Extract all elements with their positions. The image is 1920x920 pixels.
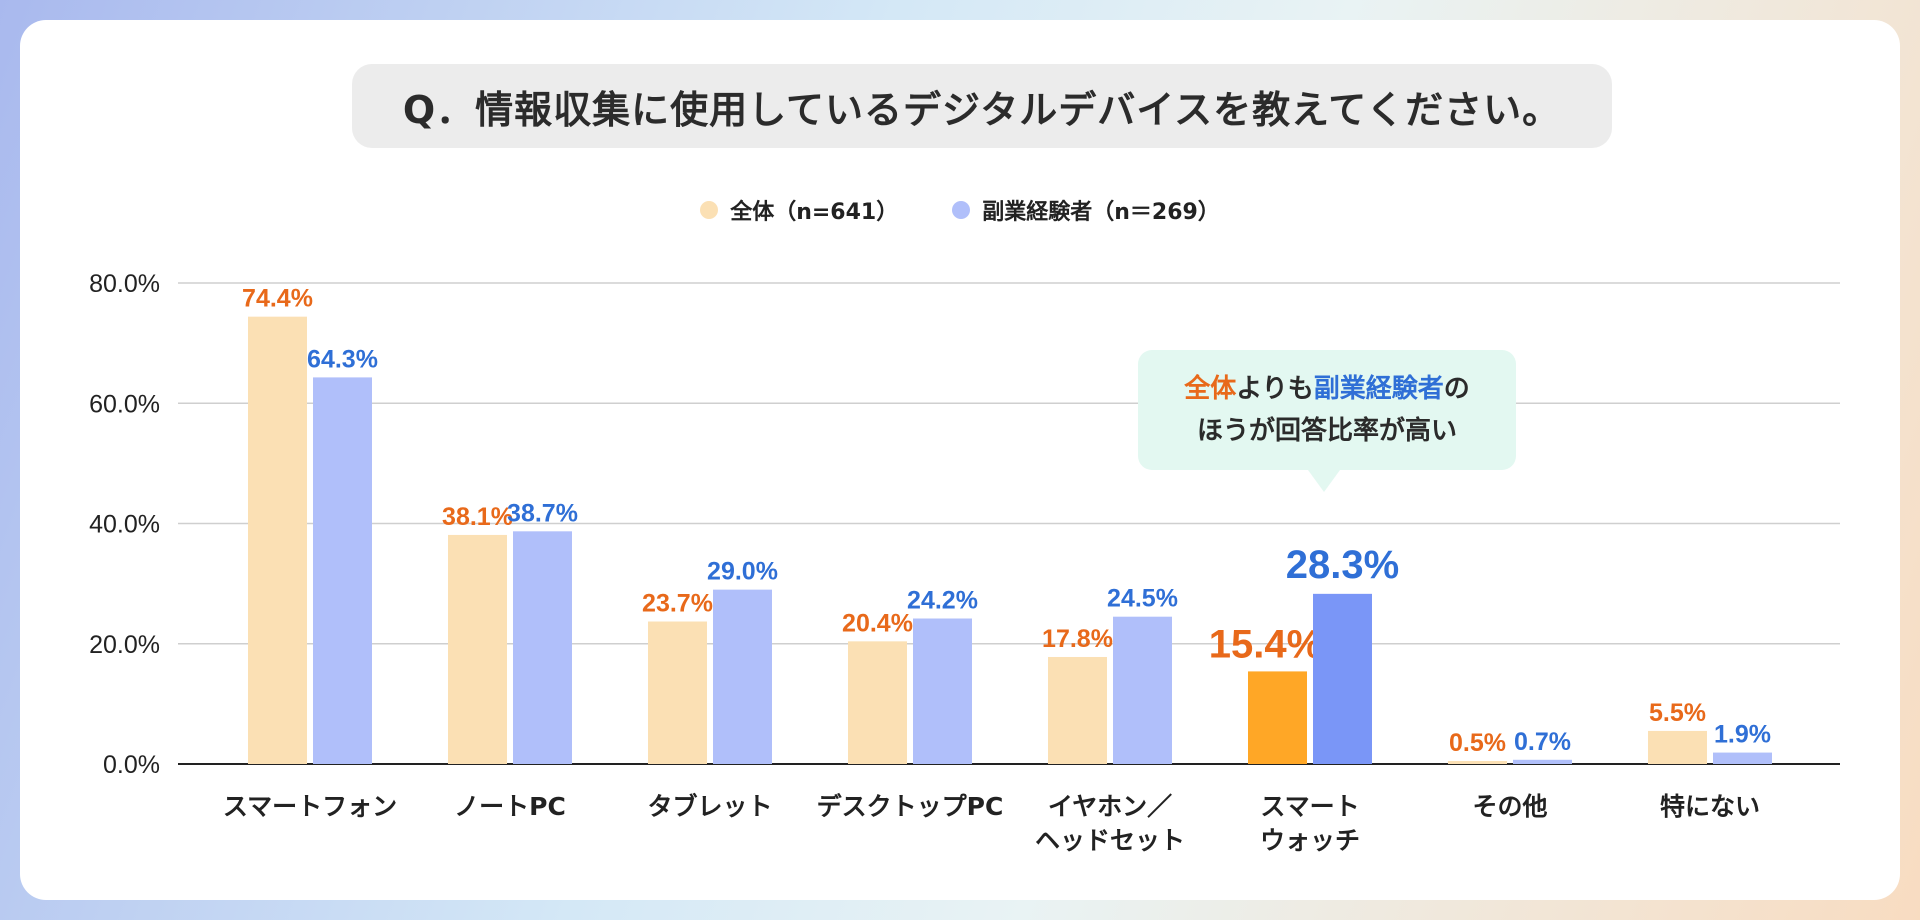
- bar-side-job: [1313, 593, 1372, 764]
- data-label-overall: 38.1%: [442, 503, 513, 531]
- x-tick-label: スマートフォン: [223, 792, 397, 821]
- bar-overall: [448, 534, 507, 764]
- bar-side-job: [713, 589, 772, 764]
- bar-side-job: [513, 531, 572, 764]
- legend-dot-side-job-icon: [952, 201, 971, 219]
- data-label-side-job: 1.9%: [1714, 721, 1771, 749]
- bar-side-job: [913, 618, 972, 764]
- legend: 全体（n=641） 副業経験者（n＝269）: [0, 190, 1920, 230]
- bar-overall: [648, 621, 707, 764]
- x-tick-label: ヘッドセット: [1035, 826, 1185, 855]
- data-label-side-job: 29.0%: [707, 558, 778, 586]
- bar-overall: [1448, 760, 1507, 764]
- legend-item-overall: 全体（n=641）: [700, 194, 898, 226]
- x-tick-label: タブレット: [647, 792, 772, 821]
- bar-side-job: [313, 377, 372, 764]
- bar-overall: [1048, 656, 1107, 764]
- data-label-side-job: 0.7%: [1514, 728, 1571, 756]
- data-label-overall: 74.4%: [242, 285, 313, 313]
- x-tick-label: ウォッチ: [1260, 826, 1360, 855]
- data-label-overall: 15.4%: [1209, 622, 1322, 666]
- y-tick-label: 20.0%: [89, 631, 160, 659]
- bar-side-job: [1713, 752, 1772, 764]
- data-label-side-job: 28.3%: [1286, 543, 1399, 587]
- y-tick-label: 80.0%: [89, 270, 160, 298]
- data-label-overall: 17.8%: [1042, 625, 1113, 653]
- y-tick-label: 0.0%: [103, 751, 160, 779]
- x-tick-label: ノートPC: [454, 792, 566, 821]
- bar-overall: [848, 641, 907, 764]
- callout-overall-text: 全体: [1184, 374, 1237, 404]
- x-tick-label: デスクトップPC: [817, 792, 1004, 821]
- bar-side-job: [1113, 616, 1172, 764]
- y-tick-label: 40.0%: [89, 511, 160, 539]
- data-label-overall: 20.4%: [842, 609, 913, 637]
- callout-line-1: 全体よりも副業経験者の: [1184, 368, 1470, 410]
- legend-dot-overall-icon: [700, 201, 719, 219]
- data-label-side-job: 64.3%: [307, 345, 378, 373]
- data-label-side-job: 24.2%: [907, 586, 978, 614]
- x-tick-label: 特にない: [1660, 792, 1760, 821]
- x-tick-label: スマート: [1260, 792, 1359, 821]
- data-label-side-job: 38.7%: [507, 499, 578, 527]
- legend-label-side-job: 副業経験者（n＝269）: [982, 200, 1220, 225]
- question-title: Q．情報収集に使用しているデジタルデバイスを教えてください。: [352, 64, 1612, 148]
- data-label-side-job: 24.5%: [1107, 585, 1178, 613]
- data-label-overall: 0.5%: [1449, 729, 1506, 757]
- bar-overall: [1248, 671, 1307, 764]
- x-tick-label: イヤホン／: [1048, 792, 1172, 821]
- callout-yorimo-text: よりも: [1236, 374, 1314, 404]
- callout-no-text: の: [1443, 374, 1470, 404]
- callout-line-2: ほうが回答比率が高い: [1196, 416, 1457, 446]
- legend-label-overall: 全体（n=641）: [730, 200, 899, 225]
- data-label-overall: 5.5%: [1649, 699, 1706, 727]
- data-label-overall: 23.7%: [642, 590, 713, 618]
- x-tick-label: その他: [1472, 792, 1547, 821]
- y-tick-label: 60.0%: [89, 390, 160, 418]
- bar-side-job: [1513, 759, 1572, 764]
- bar-overall: [248, 316, 307, 764]
- callout-side-text: 副業経験者: [1313, 374, 1444, 404]
- callout-bubble: 全体よりも副業経験者の ほうが回答比率が高い: [1138, 350, 1516, 492]
- legend-item-side-job: 副業経験者（n＝269）: [952, 194, 1220, 226]
- bar-overall: [1648, 730, 1707, 764]
